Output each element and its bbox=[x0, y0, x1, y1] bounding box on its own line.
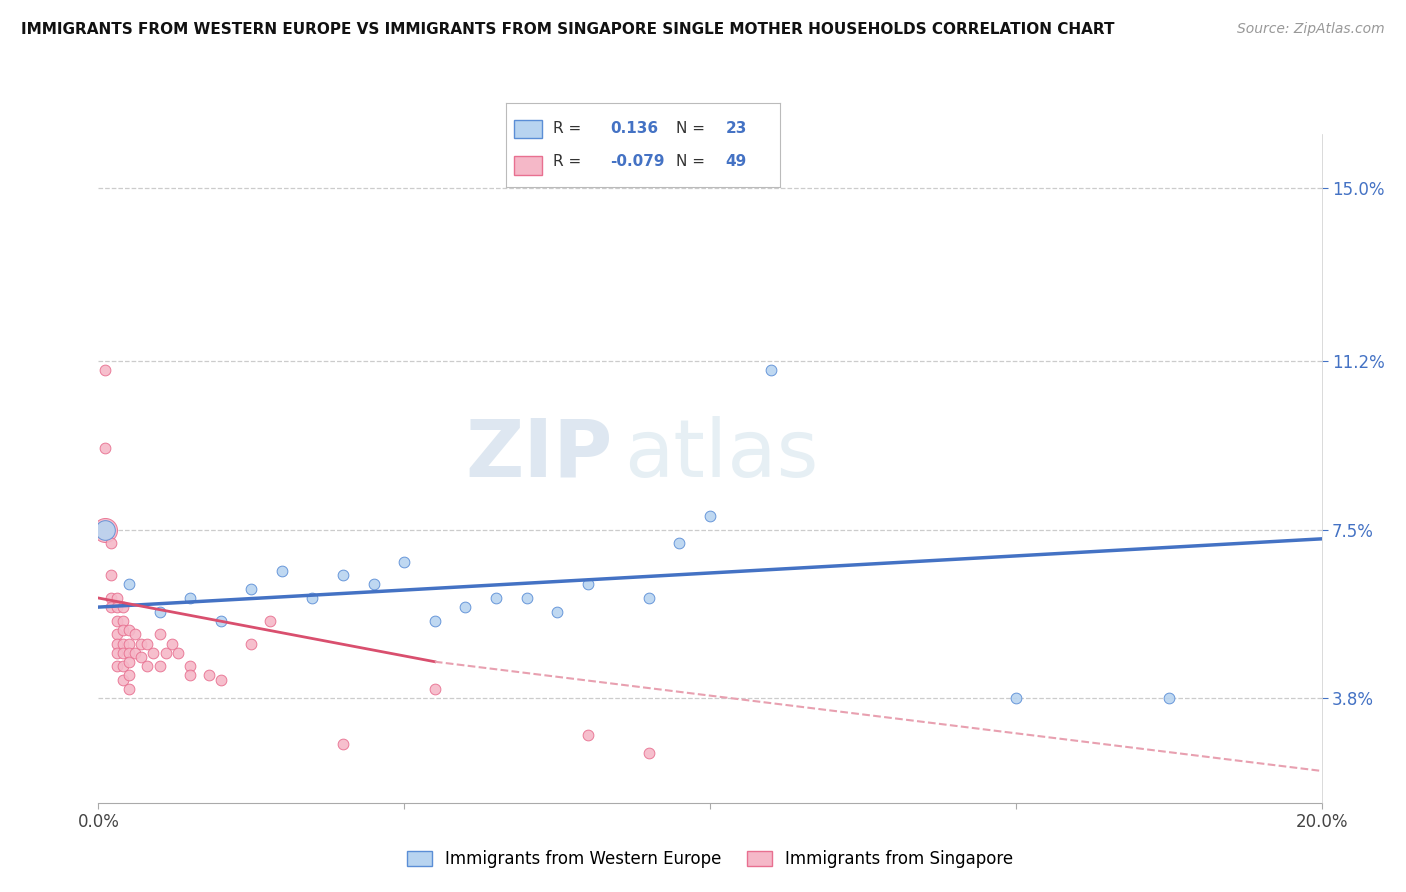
Point bbox=[259, 614, 281, 628]
Point bbox=[155, 646, 177, 660]
Point bbox=[179, 659, 201, 673]
Point bbox=[100, 591, 122, 605]
Point bbox=[105, 591, 128, 605]
Point bbox=[332, 568, 354, 582]
Point bbox=[111, 646, 134, 660]
Point bbox=[668, 536, 690, 550]
Point bbox=[129, 636, 152, 650]
Text: 49: 49 bbox=[725, 154, 747, 169]
Point bbox=[111, 636, 134, 650]
Point bbox=[576, 577, 599, 591]
Point bbox=[1004, 691, 1026, 706]
Point bbox=[93, 523, 115, 537]
Text: Source: ZipAtlas.com: Source: ZipAtlas.com bbox=[1237, 22, 1385, 37]
Point bbox=[179, 668, 201, 682]
Point bbox=[93, 523, 115, 537]
Point bbox=[118, 577, 141, 591]
Point bbox=[93, 441, 115, 455]
Point bbox=[118, 668, 141, 682]
Point bbox=[100, 568, 122, 582]
Point bbox=[111, 659, 134, 673]
Point bbox=[454, 600, 477, 615]
Point bbox=[209, 673, 232, 687]
Point bbox=[699, 509, 721, 524]
Point bbox=[118, 681, 141, 696]
Point bbox=[105, 646, 128, 660]
Legend: Immigrants from Western Europe, Immigrants from Singapore: Immigrants from Western Europe, Immigran… bbox=[401, 844, 1019, 875]
Point bbox=[105, 600, 128, 615]
Text: ZIP: ZIP bbox=[465, 416, 612, 494]
Point bbox=[160, 636, 183, 650]
Point bbox=[129, 650, 152, 665]
Point bbox=[576, 727, 599, 741]
Point bbox=[516, 591, 538, 605]
Bar bbox=[515, 156, 541, 175]
Point bbox=[118, 655, 141, 669]
Point bbox=[105, 659, 128, 673]
Point bbox=[105, 636, 128, 650]
Point bbox=[149, 627, 172, 641]
Text: IMMIGRANTS FROM WESTERN EUROPE VS IMMIGRANTS FROM SINGAPORE SINGLE MOTHER HOUSEH: IMMIGRANTS FROM WESTERN EUROPE VS IMMIGR… bbox=[21, 22, 1115, 37]
Point bbox=[759, 363, 782, 377]
Point bbox=[363, 577, 385, 591]
Point bbox=[118, 623, 141, 637]
Point bbox=[100, 600, 122, 615]
Point bbox=[111, 673, 134, 687]
Text: 23: 23 bbox=[725, 120, 747, 136]
Point bbox=[118, 646, 141, 660]
Point bbox=[136, 659, 159, 673]
Point bbox=[301, 591, 323, 605]
Point bbox=[124, 646, 146, 660]
Point bbox=[179, 591, 201, 605]
Bar bbox=[515, 120, 541, 138]
Point bbox=[105, 614, 128, 628]
Point bbox=[93, 363, 115, 377]
Point bbox=[142, 646, 165, 660]
Text: 0.136: 0.136 bbox=[610, 120, 658, 136]
Point bbox=[167, 646, 190, 660]
Point bbox=[111, 600, 134, 615]
Point bbox=[240, 582, 263, 596]
Text: -0.079: -0.079 bbox=[610, 154, 665, 169]
Point bbox=[124, 627, 146, 641]
Point bbox=[197, 668, 219, 682]
Text: R =: R = bbox=[553, 154, 581, 169]
Point bbox=[332, 737, 354, 751]
Point bbox=[111, 623, 134, 637]
Point bbox=[118, 636, 141, 650]
Point bbox=[637, 591, 661, 605]
Text: N =: N = bbox=[676, 120, 706, 136]
Text: N =: N = bbox=[676, 154, 706, 169]
Point bbox=[1157, 691, 1180, 706]
Point bbox=[111, 614, 134, 628]
Point bbox=[149, 659, 172, 673]
Point bbox=[209, 614, 232, 628]
Point bbox=[423, 614, 446, 628]
Point bbox=[136, 636, 159, 650]
Point bbox=[423, 681, 446, 696]
Point bbox=[100, 536, 122, 550]
Point bbox=[637, 746, 661, 760]
Point bbox=[240, 636, 263, 650]
Point bbox=[149, 605, 172, 619]
Point bbox=[546, 605, 568, 619]
Point bbox=[392, 555, 416, 569]
Point bbox=[105, 627, 128, 641]
Point bbox=[485, 591, 508, 605]
Text: atlas: atlas bbox=[624, 416, 818, 494]
Point bbox=[270, 564, 292, 578]
Text: R =: R = bbox=[553, 120, 581, 136]
